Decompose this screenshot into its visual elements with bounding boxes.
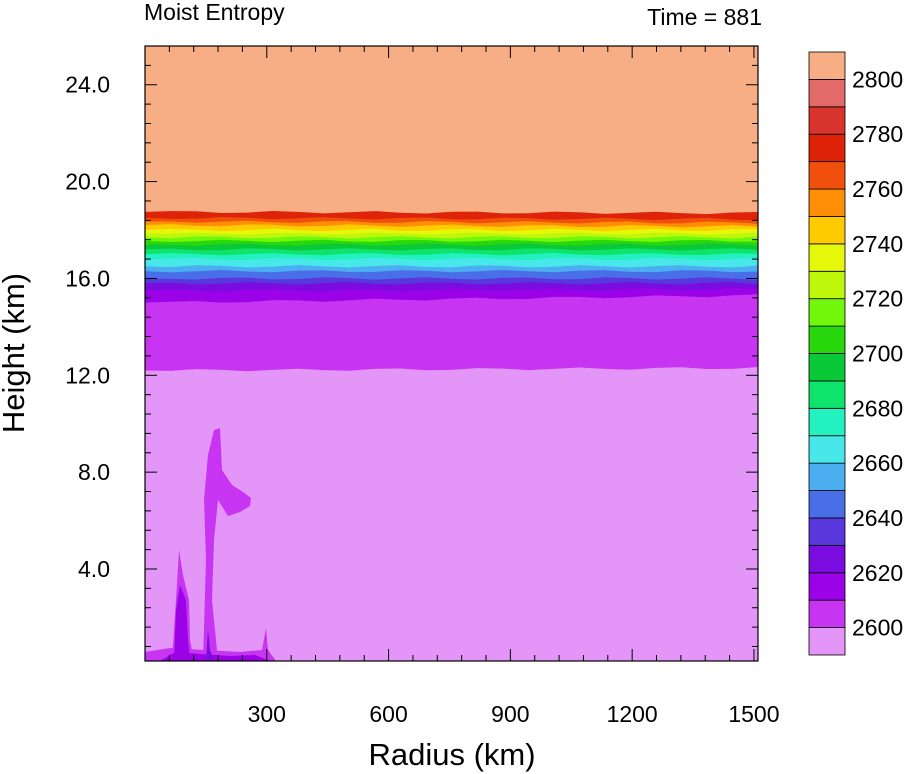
colorbar-label: 2720 [852, 286, 903, 312]
colorbar-box [808, 599, 846, 628]
colorbar-box [808, 462, 846, 491]
y-tick-label: 4.0 [78, 556, 110, 582]
x-tick-label: 1200 [607, 701, 658, 727]
plume-contour-5 [206, 630, 214, 661]
colorbar-box [808, 627, 846, 656]
y-axis-label: Height (km) [0, 273, 31, 433]
colorbar-label: 2800 [852, 66, 903, 92]
y-tick-label: 8.0 [78, 459, 110, 485]
colorbar-box [808, 490, 846, 519]
colorbar-box [808, 544, 846, 574]
colorbar-box [808, 51, 846, 80]
colorbar-box [808, 79, 846, 108]
colorbar-label: 2640 [852, 505, 903, 531]
colorbar: 2600 2620 2640 2660 2680 2700 2720 2740 2760 2780… [808, 51, 903, 656]
contour-field [145, 46, 758, 661]
y-tick-label: 24.0 [65, 72, 110, 98]
x-tick-label: 1500 [728, 701, 779, 727]
colorbar-box [808, 517, 846, 546]
x-tick-label: 600 [369, 701, 407, 727]
chart-title-right: Time = 881 [647, 4, 762, 30]
colorbar-box [808, 572, 846, 601]
y-tick-label: 20.0 [65, 169, 110, 195]
x-tick-label: 900 [491, 701, 529, 727]
x-axis-label: Radius (km) [368, 737, 535, 772]
plume-contour-3 [174, 585, 190, 661]
plume-contour-1 [203, 428, 251, 661]
contour-fill-band-2810 [145, 46, 758, 215]
colorbar-label: 2600 [852, 615, 903, 641]
colorbar-label: 2660 [852, 450, 903, 476]
colorbar-label: 2780 [852, 121, 903, 147]
y-tick-label: 16.0 [65, 265, 110, 291]
colorbar-box [808, 353, 846, 382]
colorbar-box [808, 270, 846, 300]
x-tick-label: 300 [248, 701, 286, 727]
colorbar-box [808, 216, 846, 245]
colorbar-label: 2680 [852, 395, 903, 421]
plot-frame [144, 45, 759, 662]
colorbar-box [808, 133, 846, 163]
colorbar-box [808, 243, 846, 272]
y-tick-label: 12.0 [65, 362, 110, 388]
colorbar-label: 2760 [852, 176, 903, 202]
colorbar-label: 2700 [852, 341, 903, 367]
colorbar-box [808, 106, 846, 135]
colorbar-box [808, 161, 846, 190]
axes: 300 600 900 1200 1500 4.0 8.0 12.0 16.0 20.0 24.0 [65, 45, 780, 727]
colorbar-box [808, 380, 846, 409]
colorbar-box [808, 435, 846, 464]
colorbar-box [808, 188, 846, 217]
chart-title-left: Moist Entropy [144, 0, 285, 25]
colorbar-label: 2740 [852, 231, 903, 257]
colorbar-box [808, 325, 846, 354]
colorbar-box [808, 298, 846, 327]
colorbar-box [808, 407, 846, 437]
colorbar-label: 2620 [852, 560, 903, 586]
